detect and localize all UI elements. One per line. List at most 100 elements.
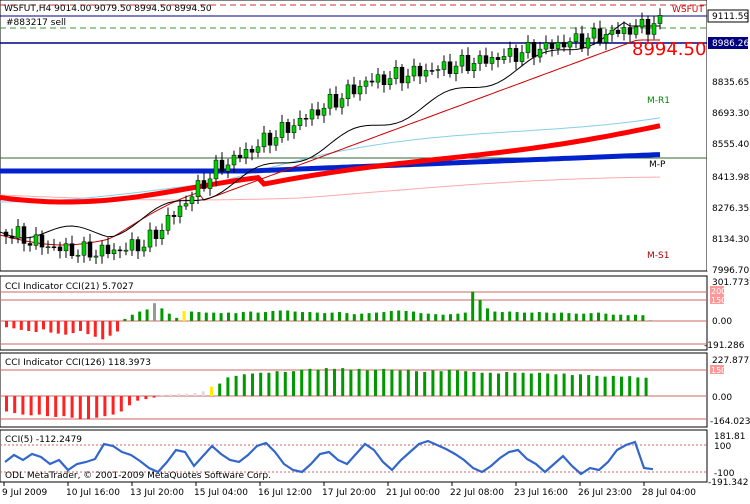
cci126-bar bbox=[218, 383, 222, 396]
cci126-bar bbox=[275, 371, 279, 396]
cci126-bar bbox=[292, 371, 295, 396]
cci21-bar bbox=[352, 314, 356, 321]
cci126-bar bbox=[365, 370, 369, 396]
candle-body bbox=[651, 23, 657, 35]
cci126-bar bbox=[95, 396, 99, 418]
cci21-bar bbox=[478, 300, 482, 321]
cci21-bar bbox=[375, 312, 378, 321]
candle-body bbox=[633, 26, 639, 35]
cci21-bar bbox=[449, 314, 452, 321]
candle-body bbox=[465, 54, 471, 72]
candle-body bbox=[399, 66, 405, 84]
candle-body bbox=[321, 107, 327, 116]
cci21-bar bbox=[286, 310, 290, 321]
cci126-bar bbox=[324, 368, 328, 396]
cci21-bar bbox=[101, 321, 105, 340]
cci126-bar bbox=[234, 375, 238, 396]
cci126-bar bbox=[136, 396, 140, 401]
cci21-bar bbox=[604, 313, 608, 321]
candle-body bbox=[393, 66, 399, 79]
cci21-bar bbox=[153, 303, 156, 321]
price-axis-4: 8555.40 bbox=[712, 140, 749, 150]
cci21-bar bbox=[367, 313, 371, 321]
cci21-bar bbox=[626, 315, 630, 321]
cci126-bar bbox=[283, 371, 287, 396]
cci21-bar bbox=[515, 312, 519, 321]
cci126-bar bbox=[308, 368, 312, 396]
cci21-panel bbox=[0, 275, 708, 351]
cci21-bar bbox=[256, 312, 260, 321]
symbol-tag: WSFUT bbox=[672, 5, 704, 15]
candle-body bbox=[183, 203, 189, 207]
pivot-m-r1: M-R1 bbox=[647, 96, 670, 106]
cci21-bar bbox=[278, 310, 282, 321]
cci21-bar bbox=[86, 321, 90, 335]
candle-body bbox=[51, 246, 57, 249]
cci21-bar bbox=[382, 312, 386, 321]
cci21-bar bbox=[145, 309, 149, 321]
candle-body bbox=[249, 148, 255, 153]
cci21-bar bbox=[167, 313, 171, 321]
candle-body bbox=[369, 80, 375, 83]
cci126-bar bbox=[37, 396, 41, 415]
candle-body bbox=[189, 196, 195, 204]
cci21-bar bbox=[463, 312, 467, 321]
cci126-bar bbox=[488, 372, 492, 396]
cci126-bar bbox=[78, 396, 82, 420]
candle-body bbox=[147, 229, 153, 248]
cci126-bar bbox=[595, 375, 599, 396]
candle-body bbox=[549, 42, 555, 49]
cci126-bar bbox=[382, 368, 386, 396]
candle-body bbox=[459, 54, 465, 67]
cci21-bar bbox=[530, 312, 534, 321]
cci21-bar bbox=[404, 311, 408, 321]
cci126-bar bbox=[636, 377, 640, 396]
cci126-bar bbox=[587, 375, 591, 396]
candle-body bbox=[531, 42, 537, 58]
candle-body bbox=[291, 125, 297, 133]
cci21-bar bbox=[71, 321, 75, 334]
cci21-bar bbox=[434, 314, 438, 321]
cci21-bar bbox=[64, 321, 68, 335]
candle-body bbox=[417, 65, 423, 77]
ma-thin-red bbox=[0, 39, 660, 246]
candle-body bbox=[489, 57, 495, 64]
time-label: 21 Jul 00:00 bbox=[386, 488, 440, 498]
cci21-bar bbox=[634, 314, 637, 321]
cci21-bar bbox=[345, 313, 349, 321]
time-label: 15 Jul 04:00 bbox=[194, 488, 248, 498]
candle-body bbox=[639, 19, 645, 28]
candle-body bbox=[387, 78, 393, 85]
candle-body bbox=[129, 239, 135, 251]
candle-body bbox=[495, 57, 501, 60]
ma-red bbox=[0, 123, 661, 205]
cci21-bar bbox=[441, 314, 445, 321]
candle-body bbox=[135, 239, 141, 252]
price-axis-5: 8413.98 bbox=[712, 173, 749, 183]
cci126-bar bbox=[497, 373, 500, 396]
candle-body bbox=[501, 56, 507, 60]
cci21-bar bbox=[537, 312, 541, 321]
cci126-bar bbox=[521, 372, 525, 396]
cci21-axis-3: 0.00 bbox=[712, 317, 732, 327]
cci126-bar bbox=[579, 374, 582, 396]
cci126-bar bbox=[357, 368, 361, 396]
candle-body bbox=[333, 94, 339, 108]
candle-body bbox=[507, 48, 513, 57]
candle-body bbox=[153, 229, 159, 239]
cci21-bar bbox=[212, 312, 216, 321]
cci21-bar bbox=[456, 313, 460, 321]
candle-body bbox=[159, 230, 165, 239]
cci126-bar bbox=[570, 375, 574, 396]
cci21-bar bbox=[419, 313, 423, 321]
time-label: 26 Jul 23:00 bbox=[578, 488, 632, 498]
cci21-bar bbox=[160, 308, 164, 321]
cci126-tag-150 bbox=[710, 365, 724, 374]
candle-body bbox=[303, 118, 309, 120]
cci126-bar bbox=[242, 374, 246, 396]
cci126-bar bbox=[538, 372, 541, 396]
candle-body bbox=[165, 214, 171, 231]
candle-body bbox=[561, 42, 567, 48]
candle-body bbox=[609, 29, 615, 35]
candle-body bbox=[363, 80, 369, 87]
